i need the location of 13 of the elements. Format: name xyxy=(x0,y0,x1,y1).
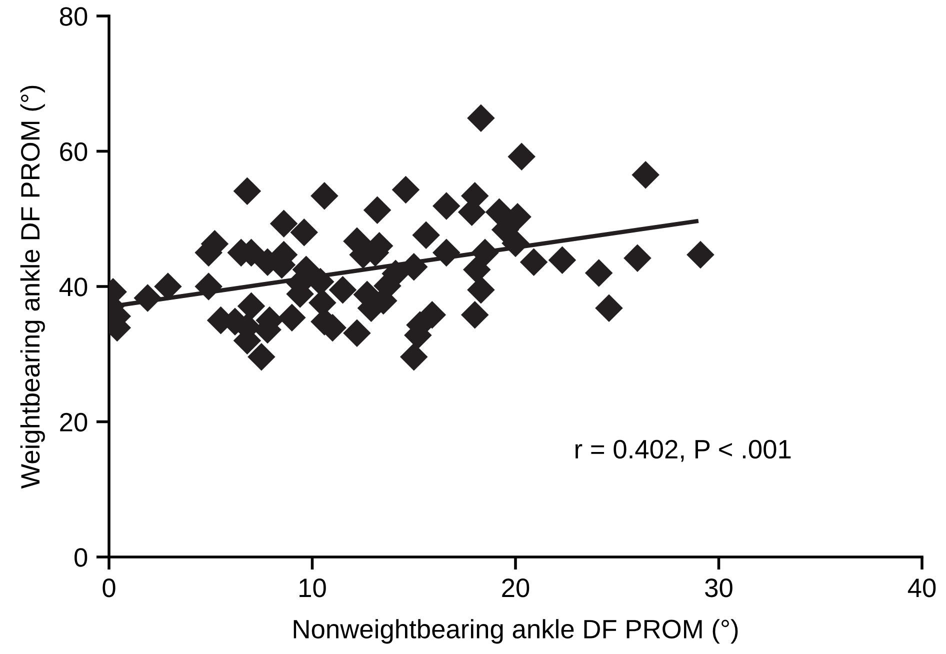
annotation: r = 0.402, P < .001 xyxy=(576,440,791,462)
x-tick-label: 0 xyxy=(102,578,116,598)
y-tick-label: 20 xyxy=(60,412,88,432)
x-tick-label: 20 xyxy=(502,578,530,598)
x-axis-title: Nonweightbearing ankle DF PROM (°) xyxy=(294,619,738,644)
y-tick-label: 40 xyxy=(59,278,88,296)
y-tick-label: 60 xyxy=(60,142,88,162)
y-tick-label: 80 xyxy=(60,7,88,26)
x-tick-label: 40 xyxy=(908,578,936,598)
y-tick-label: 0 xyxy=(74,548,88,567)
y-axis-title: Weightbearing ankle DF PROM (°) xyxy=(20,86,45,489)
x-tick-label: 10 xyxy=(300,578,326,598)
x-tick-label: 30 xyxy=(705,578,732,598)
